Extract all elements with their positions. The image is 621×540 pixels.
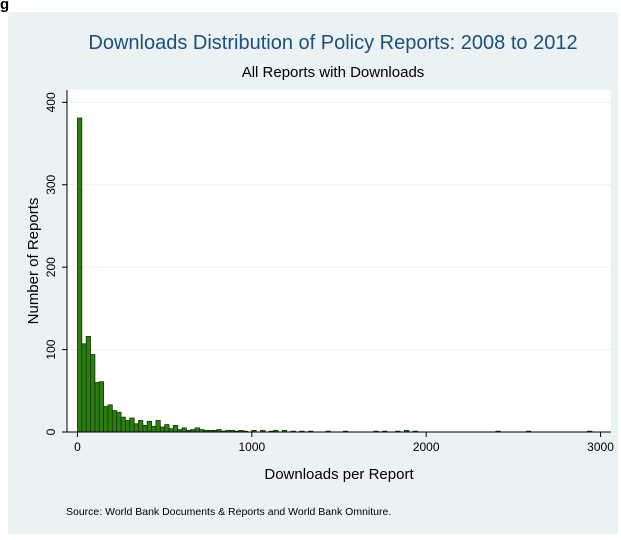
histogram-chart: 0 1000 2000 3000 0 100 200 300 400 Downloads per… — [25, 90, 614, 483]
x-tick-label: 0 — [74, 440, 81, 454]
histogram-bar — [98, 381, 105, 433]
histogram-bar — [181, 427, 187, 433]
histogram-bar — [133, 423, 139, 433]
histogram-bar — [129, 417, 135, 433]
histogram-bar — [146, 420, 152, 433]
histogram-bar — [172, 425, 179, 433]
bars — [77, 117, 593, 433]
x-tick-label: 2000 — [413, 440, 440, 454]
source-note: Source: World Bank Documents & Reports a… — [66, 506, 392, 518]
x-axis-label: Downloads per Report — [264, 466, 414, 483]
histogram-bar — [94, 382, 100, 433]
y-tick-label: 200 — [44, 257, 58, 277]
histogram-bar — [194, 427, 200, 433]
y-tick-label: 400 — [44, 92, 58, 112]
histogram-bar — [85, 336, 91, 433]
histogram-bar — [77, 117, 83, 433]
x-tick-label: 1000 — [238, 440, 265, 454]
corner-label: g — [0, 0, 10, 13]
y-tick-label: 100 — [44, 339, 58, 359]
histogram-bar — [151, 425, 157, 433]
histogram-bar — [111, 410, 118, 433]
chart-title: Downloads Distribution of Policy Reports… — [88, 32, 578, 54]
y-axis-label: Number of Reports — [25, 198, 42, 325]
chart-subtitle: All Reports with Downloads — [241, 64, 425, 81]
histogram-bar — [159, 426, 166, 433]
histogram-bar — [142, 425, 148, 433]
y-tick-label: 300 — [44, 174, 58, 194]
histogram-bar — [164, 424, 170, 433]
histogram-bar — [107, 404, 113, 433]
histogram-bar — [116, 411, 122, 433]
histogram-bar — [155, 420, 161, 433]
plot-area — [67, 90, 611, 432]
x-tick-label: 3000 — [587, 440, 614, 454]
histogram-bar — [103, 406, 109, 433]
y-tick-label: 0 — [44, 428, 58, 435]
histogram-bar — [125, 420, 131, 433]
ticks: 0 1000 2000 3000 0 100 200 300 400 — [44, 92, 614, 454]
histogram-bar — [138, 420, 144, 433]
histogram-bar — [120, 416, 126, 433]
histogram-bar — [90, 354, 96, 433]
histogram-bar — [81, 343, 87, 433]
axes — [66, 90, 611, 433]
